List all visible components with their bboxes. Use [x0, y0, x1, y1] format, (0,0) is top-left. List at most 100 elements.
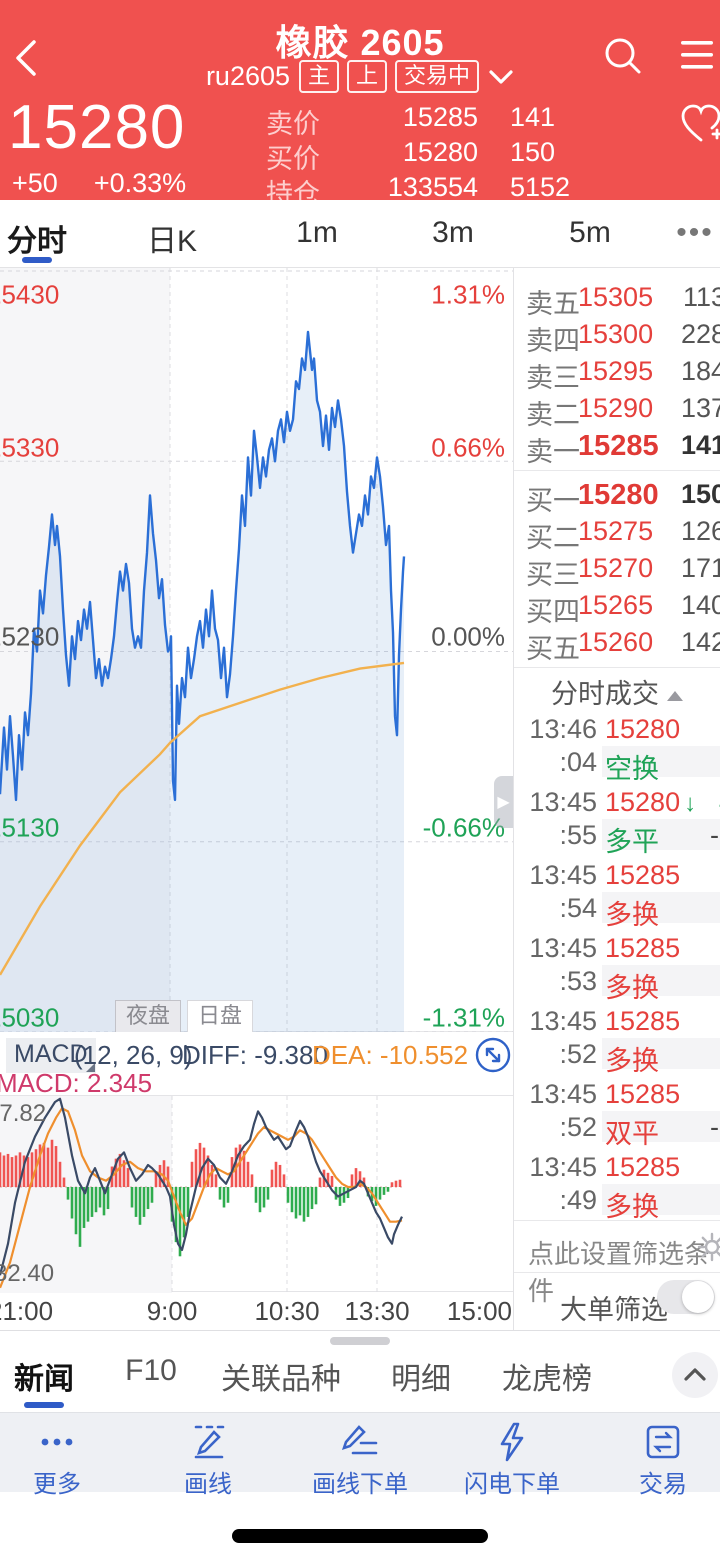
toolbar-label: 闪电下单: [464, 1471, 560, 1498]
more-icon: [0, 1421, 117, 1463]
trade-second: :04: [559, 747, 597, 777]
trade-volume: 1: [719, 714, 720, 745]
draw-order-icon: [300, 1421, 420, 1463]
trade-time: 13:45: [529, 860, 597, 890]
divider: [514, 1272, 720, 1273]
macd-chart[interactable]: 27.82 -32.40: [0, 1095, 513, 1293]
tab-more[interactable]: •••: [676, 216, 714, 249]
macd-scale-max: 27.82: [0, 1100, 47, 1127]
orderbook-row[interactable]: 买三 15270 171: [514, 553, 720, 590]
orderbook-price: 15270: [578, 553, 654, 583]
trade-direction: 多平: [605, 827, 659, 857]
orderbook-row[interactable]: 买四 15265 140: [514, 590, 720, 627]
orderbook-row[interactable]: 买二 15275 126: [514, 516, 720, 553]
time-axis: 21:00 9:00 10:30 13:30 15:00: [0, 1292, 513, 1330]
orderbook-row[interactable]: 卖三 15295 184: [514, 356, 720, 393]
contract-badge: 主: [299, 60, 340, 93]
tab-1m[interactable]: 1m: [296, 216, 338, 249]
back-icon[interactable]: [8, 36, 48, 80]
contract-badge: 上: [347, 60, 388, 93]
session-button-1[interactable]: 日盘: [187, 1000, 253, 1033]
trade-volume: 1: [719, 1079, 720, 1110]
filter-settings-link[interactable]: 点此设置筛选条件: [528, 1239, 711, 1306]
bottom-tab-关联品种[interactable]: 关联品种: [221, 1363, 341, 1396]
tab-5m[interactable]: 5m: [569, 216, 611, 249]
orderbook-row[interactable]: 卖二 15290 137: [514, 393, 720, 430]
tick-trade-row[interactable]: 13:45 15285 2:49 多换 0: [514, 1152, 720, 1222]
tab-日K[interactable]: 日K: [146, 225, 198, 258]
active-tab-underline: [22, 257, 52, 263]
orderbook-price: 15305: [578, 282, 654, 312]
intraday-chart[interactable]: 15430 15330 15230 15130 15030 1.31% 0.66% 0.00%…: [0, 268, 513, 1033]
add-favorite-heart-icon[interactable]: [680, 102, 720, 148]
macd-params: (12, 26, 9): [74, 1040, 193, 1070]
orderbook-row[interactable]: 卖一 15285 141: [514, 430, 720, 467]
bottom-tab-明细[interactable]: 明细: [391, 1363, 451, 1396]
tick-trade-row[interactable]: 13:45 15280↓ 4:55 多平 -2: [514, 787, 720, 857]
bottom-tab-F10[interactable]: F10: [125, 1354, 177, 1387]
sheet-drag-handle[interactable]: [330, 1337, 390, 1345]
toolbar-trade[interactable]: 交易: [603, 1413, 720, 1499]
trade-direction: 多换: [605, 973, 659, 1003]
quote-value: 15280: [402, 137, 478, 167]
orderbook-row[interactable]: 卖四 15300 228: [514, 319, 720, 356]
orderbook-price: 15290: [578, 393, 654, 423]
toolbar-flash-order[interactable]: 闪电下单: [452, 1413, 572, 1499]
tick-trade-row[interactable]: 13:45 15285 1:53 多换 0: [514, 933, 720, 1003]
tick-trade-row[interactable]: 13:45 15285 2:52 多换 0: [514, 1006, 720, 1076]
open-interest-change: 0: [719, 1039, 720, 1070]
tick-trade-row[interactable]: 13:45 15285 1:52 双平 -1: [514, 1079, 720, 1149]
quote-label: 买价: [266, 144, 320, 174]
tape-title[interactable]: 分时成交: [514, 672, 720, 711]
orderbook-level-label: 买四: [526, 597, 580, 627]
expand-chart-icon[interactable]: [474, 1036, 512, 1074]
draw-line-icon: [148, 1421, 268, 1463]
orderbook-row[interactable]: 卖五 15305 113: [514, 282, 720, 319]
panel-expand-handle[interactable]: ▶: [494, 776, 513, 828]
gear-icon[interactable]: [697, 1232, 720, 1262]
toolbar-draw-order[interactable]: 画线下单: [300, 1413, 420, 1499]
orderbook-row[interactable]: 买一 15280 150: [514, 479, 720, 516]
macd-scale-min: -32.40: [0, 1260, 55, 1287]
orderbook-row[interactable]: 买五 15260 142: [514, 627, 720, 664]
orderbook-level-label: 卖四: [526, 326, 580, 356]
toolbar-draw-line[interactable]: 画线: [148, 1413, 268, 1499]
chevron-down-icon: [489, 69, 513, 84]
orderbook-price: 15285: [578, 430, 659, 462]
intraday-chart-svg: [0, 268, 513, 1033]
header: 橡胶 2605 ru2605 主上交易中 15280 +50 +0.33% 卖价…: [0, 0, 720, 209]
tick-trade-row[interactable]: 13:45 15285 1:54 多换 0: [514, 860, 720, 930]
y-axis-price-label: 15030: [0, 1002, 60, 1033]
big-order-filter-toggle[interactable]: [657, 1280, 715, 1314]
row-highlight: [602, 1038, 720, 1069]
menu-icon[interactable]: [678, 36, 718, 76]
trade-direction: 空换: [605, 754, 659, 784]
indicator-selector[interactable]: MACD: [6, 1038, 96, 1073]
orderbook-qty: 126: [680, 516, 720, 546]
orderbook-qty: 171: [680, 553, 720, 583]
bottom-tab-新闻[interactable]: 新闻: [14, 1363, 74, 1396]
orderbook-level-label: 卖二: [526, 400, 580, 430]
toolbar-more[interactable]: 更多: [0, 1413, 117, 1499]
orderbook-level-label: 买一: [526, 486, 580, 516]
orderbook-level-label: 买二: [526, 523, 580, 553]
trade-price: 15285: [605, 1152, 681, 1182]
home-indicator[interactable]: [232, 1529, 488, 1543]
price-down-arrow-icon: ↓: [684, 790, 697, 817]
price-change-pct: +0.33%: [93, 168, 187, 198]
tab-分时[interactable]: 分时: [7, 225, 67, 258]
collapse-button[interactable]: [672, 1352, 718, 1398]
y-axis-percent-label: 0.00%: [431, 621, 505, 652]
tick-trade-row[interactable]: 13:46 15280 1:04 空换 0: [514, 714, 720, 784]
time-tick: 13:30: [344, 1296, 410, 1326]
orderbook-qty: 113: [682, 282, 720, 312]
trade-price: 15285: [605, 1006, 681, 1036]
bottom-tab-龙虎榜[interactable]: 龙虎榜: [502, 1363, 592, 1396]
search-icon[interactable]: [600, 34, 646, 80]
contract-subrow[interactable]: ru2605 主上交易中: [0, 60, 720, 93]
contract-badges: 主上交易中: [299, 60, 480, 93]
tab-3m[interactable]: 3m: [432, 216, 474, 249]
orderbook-price: 15300: [578, 319, 654, 349]
sort-up-triangle-icon: [667, 691, 683, 701]
session-button-0[interactable]: 夜盘: [115, 1000, 181, 1033]
